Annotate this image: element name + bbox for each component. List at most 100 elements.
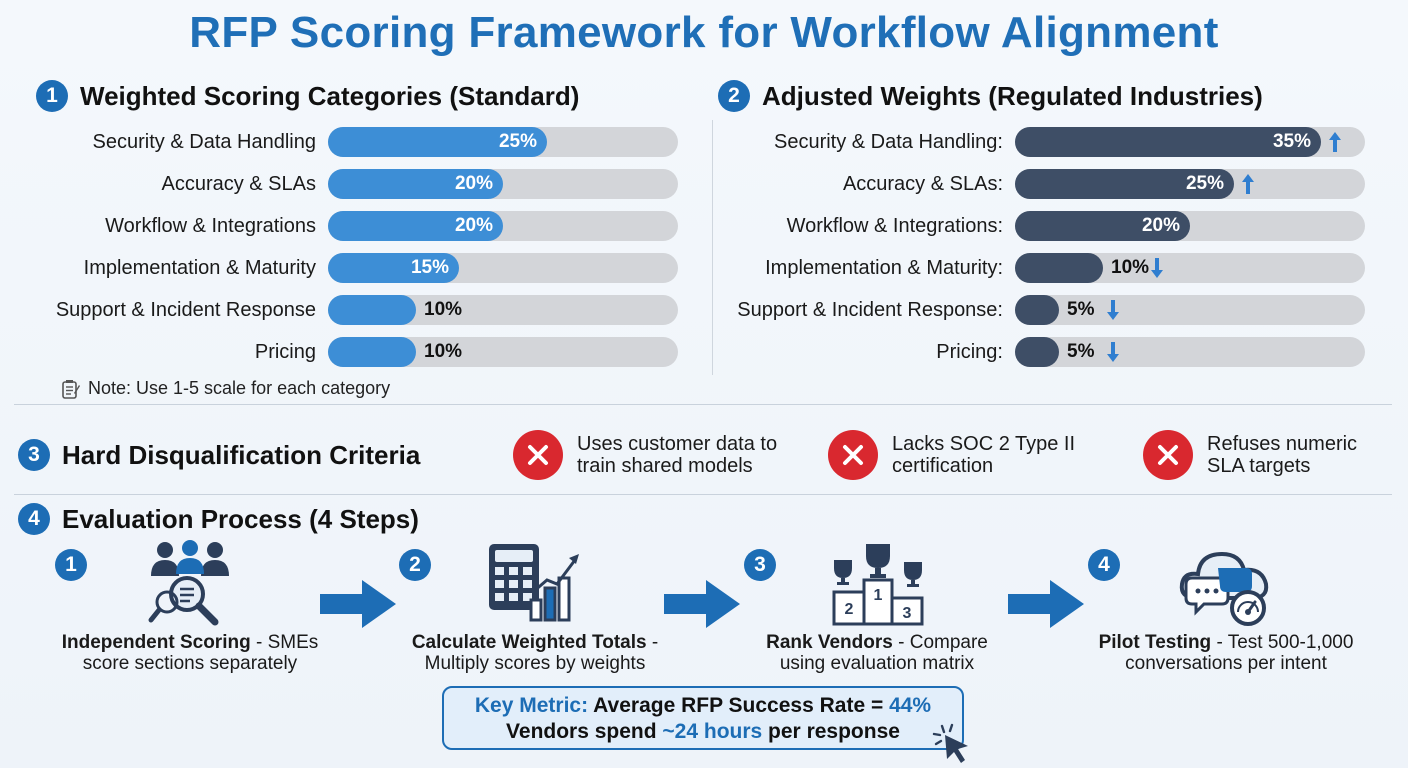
bar-category-label: Pricing	[254, 341, 316, 363]
bar-value-label: 25%	[498, 131, 537, 152]
bar-track: 5%	[1015, 295, 1365, 325]
disqualifier-item: Lacks SOC 2 Type II certification	[828, 430, 1075, 480]
key-metric-box: Key Metric: Average RFP Success Rate = 4…	[442, 686, 964, 750]
calculator-chart-icon	[489, 544, 579, 622]
bar-fill	[328, 211, 503, 241]
bar-track: 10%	[328, 337, 678, 367]
bar-value-label: 10%	[424, 299, 463, 320]
section-2-title: Adjusted Weights (Regulated Industries)	[762, 80, 1263, 111]
bar-row: Workflow & Integrations:	[720, 211, 1015, 241]
arrow-up-icon	[1329, 132, 1341, 152]
section-1-title: Weighted Scoring Categories (Standard)	[80, 80, 580, 111]
disqualifier-line: train shared models	[577, 455, 753, 477]
key-metric-line1: Average RFP Success Rate =	[588, 694, 890, 717]
section-4-number: 4	[18, 503, 50, 535]
section-4-header: 4 Evaluation Process (4 Steps)	[18, 503, 419, 535]
disqualifier-item: Uses customer data to train shared models	[513, 430, 777, 480]
disqualifier-line: Refuses numeric	[1207, 433, 1358, 455]
key-metric-line2-pre: Vendors spend	[506, 720, 663, 743]
step-2-number: 2	[399, 549, 431, 581]
bar-row: Implementation & Maturity	[30, 253, 328, 283]
bar-track: 10%	[1015, 253, 1365, 283]
section-2-header: 2 Adjusted Weights (Regulated Industries…	[718, 80, 1263, 112]
x-circle-icon	[513, 430, 563, 480]
arrow-right-icon	[320, 580, 396, 628]
bar-track: 25%	[328, 127, 678, 157]
step-3-line2: using evaluation matrix	[779, 653, 975, 674]
bar-row: Implementation & Maturity:	[720, 253, 1015, 283]
bar-track: 35%	[1015, 127, 1365, 157]
section-4-title: Evaluation Process (4 Steps)	[62, 503, 419, 534]
bar-category-label: Implementation & Maturity	[83, 257, 316, 279]
divider-2	[14, 494, 1392, 495]
key-metric-line2-post: per response	[762, 720, 900, 743]
step-4-detail: - Test 500-1,000	[1211, 632, 1354, 653]
disqualifier-line: Uses customer data to	[577, 433, 778, 455]
step-4-title: Pilot Testing	[1098, 632, 1212, 653]
bar-track: 20%	[1015, 211, 1365, 241]
bar-row: Accuracy & SLAs	[30, 169, 328, 199]
bar-row: Workflow & Integrations	[30, 211, 328, 241]
bar-category-label: Pricing:	[936, 341, 1003, 363]
bar-row: Security & Data Handling	[30, 127, 328, 157]
disqualifier-line: Lacks SOC 2 Type II	[892, 433, 1076, 455]
bar-category-label: Support & Incident Response:	[737, 299, 1003, 321]
disqualifier-item: Refuses numeric SLA targets	[1143, 430, 1357, 480]
bar-value-label: 25%	[1185, 173, 1224, 194]
bar-track: 20%	[328, 211, 678, 241]
bar-fill	[328, 295, 416, 325]
x-circle-icon	[1143, 430, 1193, 480]
step-3-title: Rank Vendors	[766, 632, 893, 653]
notepad-icon	[62, 379, 80, 399]
bar-fill	[328, 337, 416, 367]
arrow-right-icon	[1008, 580, 1084, 628]
bar-value-label: 5%	[1067, 341, 1095, 362]
bar-track: 10%	[328, 295, 678, 325]
svg-text:1: 1	[874, 587, 883, 604]
bar-value-label: 20%	[1141, 215, 1180, 236]
disqualifier-line: SLA targets	[1207, 455, 1311, 477]
bar-value-label: 35%	[1272, 131, 1311, 152]
bar-fill	[1015, 169, 1234, 199]
bar-value-label: 15%	[410, 257, 449, 278]
step-1-line2: score sections separately	[82, 653, 298, 674]
bar-fill	[328, 253, 459, 283]
bar-fill	[1015, 127, 1321, 157]
bar-track: 20%	[328, 169, 678, 199]
bar-row: Accuracy & SLAs:	[720, 169, 1015, 199]
bar-category-label: Workflow & Integrations:	[786, 215, 1003, 237]
arrow-up-icon	[1242, 174, 1254, 194]
section-1-header: 1 Weighted Scoring Categories (Standard)	[36, 80, 579, 112]
step-1-text: Independent Scoring - SMEs score section…	[40, 632, 340, 674]
bar-track: 25%	[1015, 169, 1365, 199]
bar-value-label: 20%	[454, 173, 493, 194]
bar-value-label: 10%	[424, 341, 463, 362]
bar-track: 15%	[328, 253, 678, 283]
step-4-number: 4	[1088, 549, 1120, 581]
arrow-down-icon	[1107, 342, 1119, 362]
section-3-header: 3 Hard Disqualification Criteria	[18, 439, 420, 471]
cursor-click-icon	[932, 723, 968, 763]
regulated-weights-chart: Security & Data Handling: 35% Accuracy & S…	[720, 127, 1370, 372]
success-rate-value: 44%	[889, 694, 932, 717]
bar-track: 5%	[1015, 337, 1365, 367]
bar-category-label: Workflow & Integrations	[105, 215, 316, 237]
svg-text:3: 3	[903, 605, 912, 622]
scale-note: Note: Use 1-5 scale for each category	[62, 378, 390, 399]
step-2-title: Calculate Weighted Totals	[411, 632, 647, 653]
bar-category-label: Implementation & Maturity:	[765, 257, 1003, 279]
podium-trophy-icon: 1 2 3	[832, 544, 924, 626]
bar-row: Security & Data Handling:	[720, 127, 1015, 157]
arrow-down-icon	[1151, 258, 1163, 278]
bar-row: Pricing:	[720, 337, 1015, 367]
bar-value-label: 20%	[454, 215, 493, 236]
bar-row: Support & Incident Response	[30, 295, 328, 325]
arrow-right-icon	[664, 580, 740, 628]
hours-value: ~24 hours	[662, 720, 763, 743]
cloud-chat-gauge-icon	[1179, 551, 1269, 626]
bar-category-label: Security & Data Handling:	[773, 131, 1003, 153]
step-1-title: Independent Scoring	[61, 632, 251, 653]
step-2-text: Calculate Weighted Totals - Multiply sco…	[385, 632, 685, 674]
bar-category-label: Accuracy & SLAs	[161, 173, 316, 195]
bar-category-label: Support & Incident Response	[55, 299, 316, 321]
